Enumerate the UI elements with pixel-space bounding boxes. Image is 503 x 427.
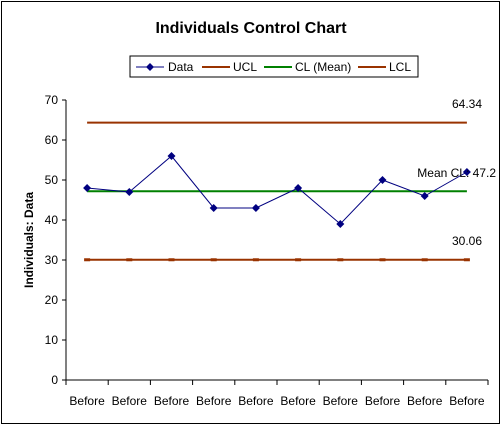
- x-tick-label: Before: [154, 394, 190, 408]
- x-tick-label: Before: [196, 394, 232, 408]
- chart-legend: Data UCL CL (Mean) LCL: [129, 55, 419, 78]
- legend-label-cl: CL (Mean): [295, 60, 351, 74]
- x-tick-label: Before: [407, 394, 443, 408]
- chart-axes: [62, 99, 489, 385]
- y-tick-label: 70: [45, 93, 59, 107]
- legend-label-data: Data: [168, 60, 194, 74]
- y-axis-title: Individuals: Data: [22, 192, 36, 288]
- x-tick-label: Before: [280, 394, 316, 408]
- y-tick-label: 50: [45, 173, 59, 187]
- data-point-marker: [420, 192, 429, 200]
- data-point-marker: [83, 184, 92, 192]
- data-point-marker: [294, 184, 303, 192]
- data-point-marker: [125, 188, 134, 196]
- y-tick-label: 60: [45, 133, 59, 147]
- data-point-marker: [167, 152, 176, 160]
- series-line-data: [87, 155, 468, 225]
- y-tick-label: 40: [45, 213, 59, 227]
- y-tick-label: 10: [45, 333, 59, 347]
- data-point-marker: [336, 220, 345, 228]
- lcl-annotation: 30.06: [452, 234, 482, 248]
- y-tick-labels: 0 10 20 30 40 50 60 70: [45, 93, 59, 387]
- x-tick-label: Before: [238, 394, 274, 408]
- chart-series: [83, 121, 471, 262]
- y-tick-label: 0: [51, 373, 58, 387]
- data-point-marker: [462, 168, 471, 176]
- legend-marker-data: [146, 63, 154, 71]
- x-tick-label: Before: [365, 394, 401, 408]
- y-tick-label: 20: [45, 293, 59, 307]
- ucl-annotation: 64.34: [452, 97, 482, 111]
- legend-label-ucl: UCL: [233, 60, 257, 74]
- y-tick-label: 30: [45, 253, 59, 267]
- chart-title: Individuals Control Chart: [155, 20, 347, 37]
- x-tick-label: Before: [69, 394, 105, 408]
- x-tick-label: Before: [323, 394, 359, 408]
- cl-annotation: Mean CL: 47.2: [417, 166, 496, 180]
- legend-label-lcl: LCL: [389, 60, 411, 74]
- x-tick-label: Before: [112, 394, 148, 408]
- data-point-marker: [251, 204, 260, 212]
- data-point-marker: [378, 176, 387, 184]
- x-tick-label: Before: [449, 394, 485, 408]
- x-tick-labels: Before Before Before Before Before Before Befo…: [69, 394, 484, 408]
- data-point-marker: [209, 204, 218, 212]
